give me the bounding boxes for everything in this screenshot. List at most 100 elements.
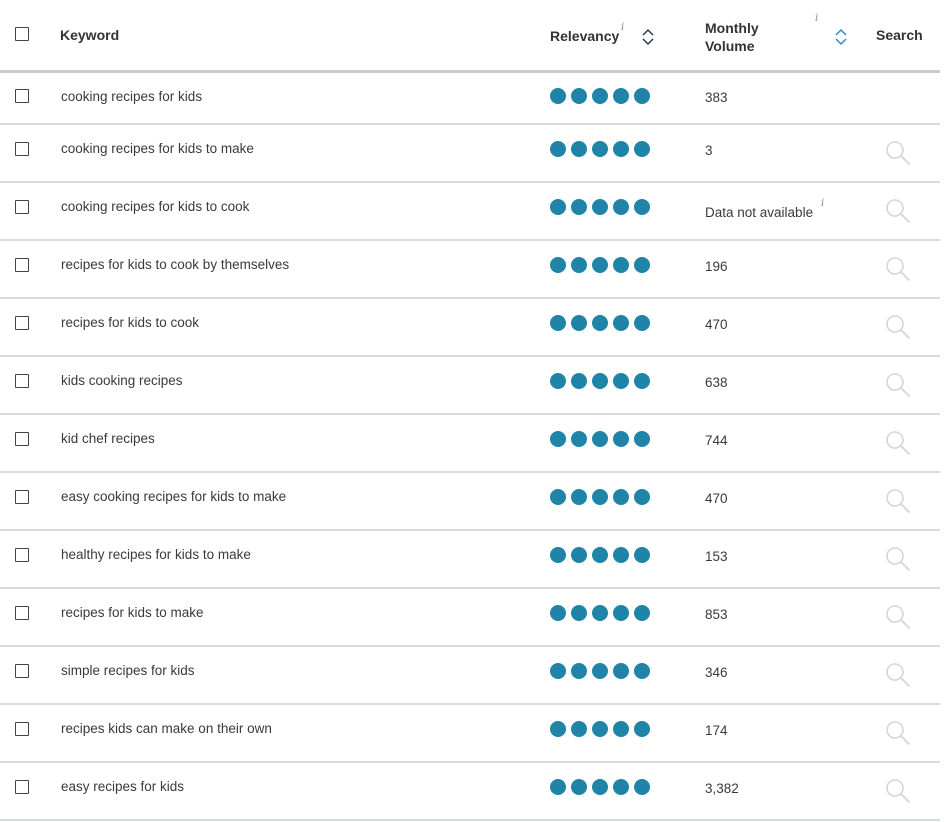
search-icon[interactable] [885, 488, 911, 514]
monthly-volume-column-header[interactable]: Monthly Volume [705, 19, 759, 55]
table-row: kid chef recipes 744 [0, 415, 940, 473]
search-icon[interactable] [885, 662, 911, 688]
monthly-volume-value: 174 [705, 723, 728, 738]
row-checkbox[interactable] [15, 722, 29, 736]
relevancy-info-icon[interactable]: i [621, 22, 625, 33]
relevancy-rating [550, 721, 650, 737]
row-checkbox[interactable] [15, 200, 29, 214]
relevancy-dot [550, 779, 566, 795]
monthly-volume-value: 744 [705, 433, 728, 448]
keyword-text: recipes for kids to cook [61, 315, 200, 330]
row-checkbox[interactable] [15, 142, 29, 156]
table-row: recipes for kids to make 853 [0, 589, 940, 647]
row-checkbox[interactable] [15, 89, 29, 103]
row-checkbox[interactable] [15, 780, 29, 794]
keyword-column-header: Keyword [60, 27, 120, 43]
search-icon[interactable] [885, 778, 911, 804]
row-checkbox[interactable] [15, 548, 29, 562]
row-checkbox[interactable] [15, 374, 29, 388]
relevancy-sort-icon[interactable] [641, 26, 655, 48]
relevancy-dot [634, 373, 650, 389]
relevancy-column-header[interactable]: Relevancy [550, 28, 620, 44]
table-row: recipes for kids to cook 470 [0, 299, 940, 357]
relevancy-dot [634, 663, 650, 679]
select-all-checkbox[interactable] [15, 27, 29, 41]
table-row: cooking recipes for kids to cook Data not… [0, 183, 940, 241]
relevancy-rating [550, 141, 650, 157]
relevancy-dot [550, 141, 566, 157]
relevancy-dot [613, 141, 629, 157]
search-icon[interactable] [885, 314, 911, 340]
search-icon[interactable] [885, 604, 911, 630]
row-checkbox[interactable] [15, 432, 29, 446]
search-icon[interactable] [885, 140, 911, 166]
relevancy-rating [550, 431, 650, 447]
relevancy-dot [571, 373, 587, 389]
relevancy-dot [550, 547, 566, 563]
volume-sort-icon[interactable] [834, 26, 848, 48]
relevancy-dot [592, 141, 608, 157]
keyword-text: easy cooking recipes for kids to make [61, 489, 287, 504]
keyword-text: healthy recipes for kids to make [61, 547, 251, 562]
keyword-text: kids cooking recipes [61, 373, 183, 388]
relevancy-dot [592, 663, 608, 679]
search-column-header: Search [876, 27, 923, 43]
search-icon[interactable] [885, 720, 911, 746]
keyword-text: kid chef recipes [61, 431, 155, 446]
relevancy-dot [613, 315, 629, 331]
search-icon[interactable] [885, 546, 911, 572]
search-icon[interactable] [885, 372, 911, 398]
monthly-volume-label-line2: Volume [705, 38, 755, 54]
relevancy-dot [571, 721, 587, 737]
row-checkbox[interactable] [15, 316, 29, 330]
relevancy-dot [571, 257, 587, 273]
relevancy-dot [592, 257, 608, 273]
relevancy-dot [634, 315, 650, 331]
relevancy-dot [571, 779, 587, 795]
relevancy-dot [550, 88, 566, 104]
table-row: simple recipes for kids 346 [0, 647, 940, 705]
relevancy-rating [550, 373, 650, 389]
table-body: cooking recipes for kids 383 cooking recip… [0, 73, 940, 821]
relevancy-dot [571, 199, 587, 215]
row-checkbox[interactable] [15, 606, 29, 620]
keyword-text: recipes for kids to cook by themselves [61, 257, 290, 272]
row-checkbox[interactable] [15, 490, 29, 504]
monthly-volume-value: 153 [705, 549, 728, 564]
volume-unavailable-info-icon[interactable]: i [821, 198, 825, 209]
relevancy-dot [592, 373, 608, 389]
table-row: recipes for kids to cook by themselves 19… [0, 241, 940, 299]
relevancy-dot [613, 88, 629, 104]
monthly-volume-value: 346 [705, 665, 728, 680]
search-icon[interactable] [885, 256, 911, 282]
monthly-volume-value: 638 [705, 375, 728, 390]
relevancy-dot [613, 605, 629, 621]
relevancy-dot [613, 373, 629, 389]
monthly-volume-label-line1: Monthly [705, 20, 759, 36]
relevancy-dot [634, 779, 650, 795]
monthly-volume-value: 3,382 [705, 781, 739, 796]
relevancy-rating [550, 257, 650, 273]
search-icon[interactable] [885, 198, 911, 224]
relevancy-dot [550, 373, 566, 389]
volume-info-icon[interactable]: i [815, 13, 819, 24]
row-checkbox[interactable] [15, 664, 29, 678]
relevancy-dot [634, 605, 650, 621]
relevancy-dot [592, 431, 608, 447]
relevancy-dot [634, 721, 650, 737]
table-row: easy cooking recipes for kids to make 470 [0, 473, 940, 531]
table-row: kids cooking recipes 638 [0, 357, 940, 415]
search-icon[interactable] [885, 430, 911, 456]
monthly-volume-value: 470 [705, 317, 728, 332]
relevancy-rating [550, 88, 650, 104]
monthly-volume-value: 853 [705, 607, 728, 622]
relevancy-dot [571, 605, 587, 621]
relevancy-rating [550, 779, 650, 795]
relevancy-dot [613, 547, 629, 563]
relevancy-dot [550, 315, 566, 331]
row-checkbox[interactable] [15, 258, 29, 272]
monthly-volume-value: Data not available [705, 205, 814, 220]
relevancy-dot [592, 721, 608, 737]
relevancy-dot [613, 779, 629, 795]
